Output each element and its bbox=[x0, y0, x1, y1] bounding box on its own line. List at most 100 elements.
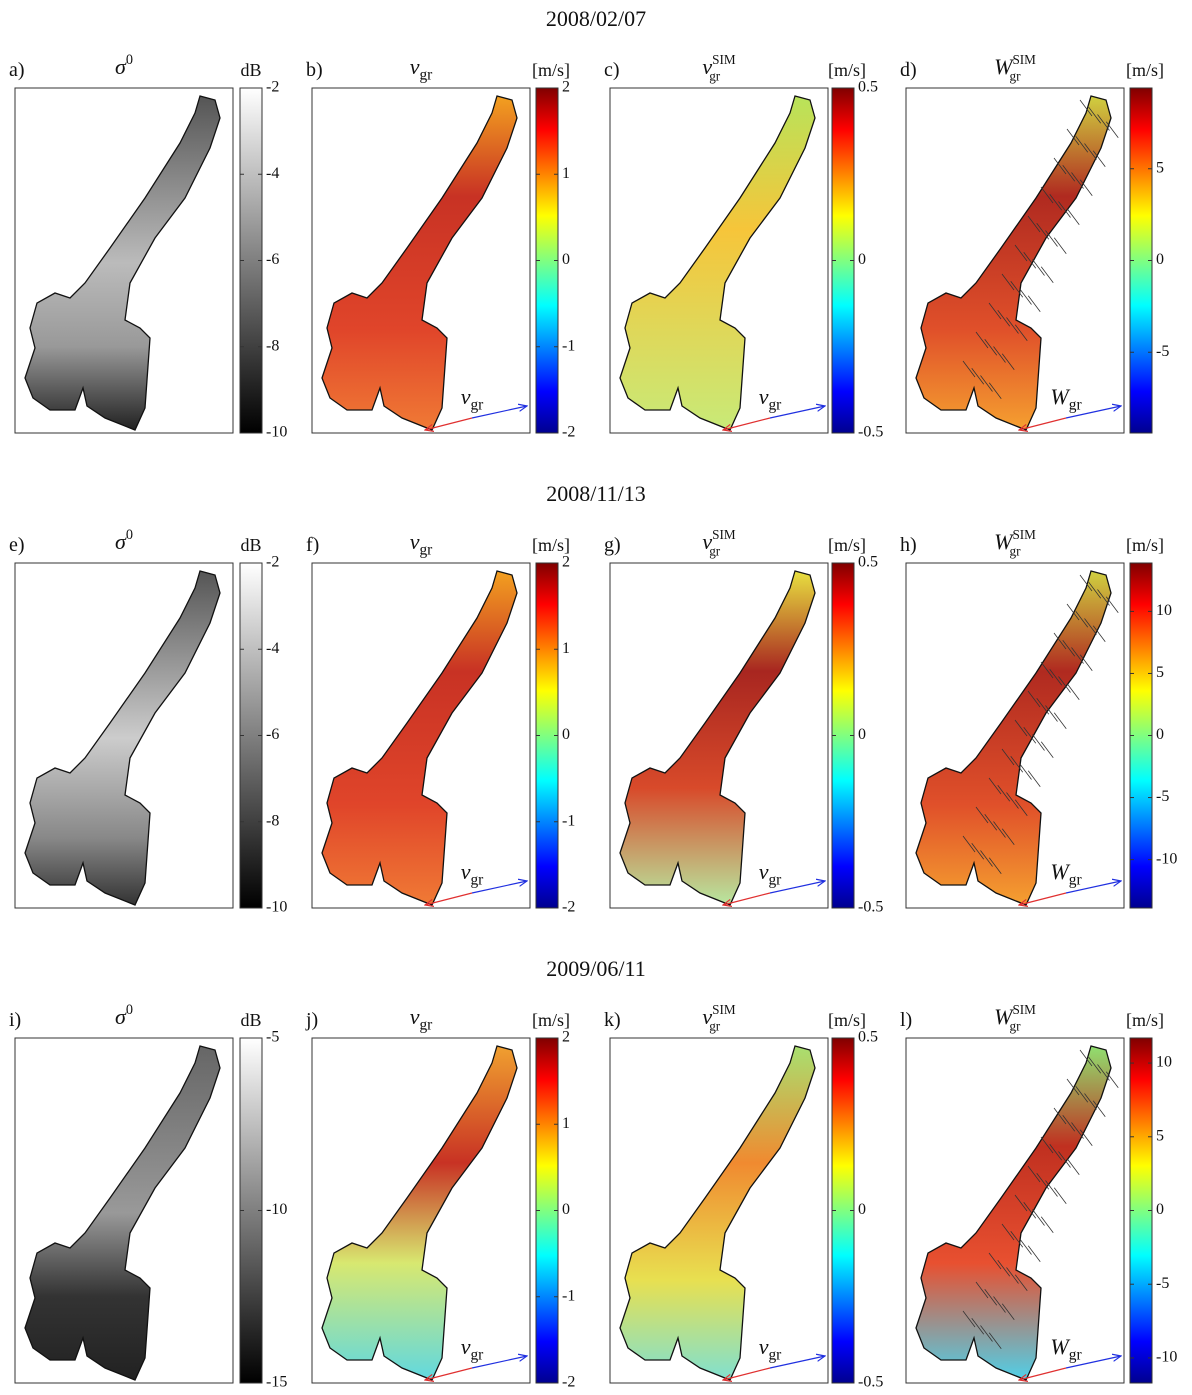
arrow-label: vgr bbox=[759, 384, 782, 414]
colorbar-tick-label: -10 bbox=[1156, 850, 1177, 867]
wind-vector bbox=[1062, 165, 1076, 182]
arrow-label: Wgr bbox=[1050, 1334, 1081, 1364]
wind-vector bbox=[1027, 215, 1041, 233]
wind-vector bbox=[1040, 741, 1054, 758]
colorbar-tick-label: 5 bbox=[1156, 1127, 1164, 1144]
panel-title: vgr bbox=[410, 529, 433, 559]
wind-vector bbox=[1071, 172, 1084, 189]
wind-vector bbox=[1019, 288, 1032, 305]
panel-letter: c) bbox=[604, 59, 620, 81]
colorbar-tick-label: -1 bbox=[562, 337, 575, 354]
wind-vector bbox=[1049, 1144, 1063, 1161]
formula-base: v bbox=[461, 384, 471, 409]
wind-vector bbox=[1006, 792, 1019, 809]
arrow-label: vgr bbox=[461, 859, 484, 889]
wind-vector bbox=[1032, 1209, 1045, 1226]
arrow-red bbox=[723, 417, 771, 430]
lake-map bbox=[24, 570, 221, 906]
formula-base: v bbox=[410, 1004, 420, 1029]
colorbar-tick-label: 0 bbox=[858, 726, 866, 743]
panel-letter: f) bbox=[306, 534, 319, 556]
formula-base: W bbox=[1050, 859, 1070, 884]
formula-sub: gr bbox=[768, 397, 781, 414]
arrow-red bbox=[1019, 417, 1067, 430]
formula-sub: gr bbox=[419, 542, 432, 559]
colorbar-unit: [m/s] bbox=[1126, 60, 1164, 80]
wind-vector bbox=[1088, 582, 1102, 599]
panel-letter: k) bbox=[604, 1009, 621, 1031]
wind-vector bbox=[1053, 712, 1067, 729]
wind-vector bbox=[1079, 1129, 1093, 1146]
colorbar-tick-label: 0 bbox=[1156, 1201, 1164, 1218]
panel-title: vgr bbox=[410, 54, 433, 84]
panel-letter: g) bbox=[604, 534, 621, 556]
arrow-blue bbox=[1065, 1356, 1121, 1369]
wind-vector bbox=[962, 1310, 976, 1328]
wind-vector bbox=[1027, 1165, 1041, 1183]
formula-sub: gr bbox=[470, 397, 483, 414]
arrow-blue bbox=[471, 406, 527, 419]
panel-letter: i) bbox=[9, 1009, 21, 1031]
formula-sub: gr bbox=[768, 872, 781, 889]
colorbar-tick-label: -5 bbox=[1156, 788, 1169, 805]
wind-vector bbox=[1058, 201, 1071, 218]
wind-vector bbox=[993, 1296, 1006, 1313]
wind-vector bbox=[1027, 690, 1041, 708]
wind-vector bbox=[971, 1318, 985, 1335]
colorbar-tick-label: -8 bbox=[266, 812, 279, 829]
colorbar-tick-label: 10 bbox=[1156, 602, 1172, 619]
wind-vector bbox=[1066, 1078, 1080, 1096]
colorbar-tick-label: -2 bbox=[562, 899, 575, 916]
wind-vector bbox=[1032, 259, 1045, 276]
wind-vector bbox=[1079, 99, 1093, 117]
panel-title: WSIM gr bbox=[994, 527, 1036, 559]
panel-title: σ0 bbox=[115, 52, 133, 79]
lake-map bbox=[321, 570, 518, 906]
arrow-blue bbox=[769, 1356, 825, 1369]
arrow-red bbox=[425, 417, 473, 430]
colorbar-unit: [m/s] bbox=[532, 60, 570, 80]
panel-title: σ0 bbox=[115, 1002, 133, 1029]
wind-vector bbox=[1032, 734, 1045, 751]
colorbar-tick-label: 2 bbox=[562, 554, 570, 571]
colorbar-unit: [m/s] bbox=[828, 60, 866, 80]
wind-vector bbox=[962, 835, 976, 853]
colorbar-tick-label: -6 bbox=[266, 726, 279, 743]
colorbar-tick-label: 1 bbox=[562, 165, 570, 182]
formula-base: v bbox=[410, 54, 420, 79]
wind-vector bbox=[1075, 136, 1089, 153]
wind-vector bbox=[1040, 186, 1054, 204]
formula-base: v bbox=[759, 1334, 769, 1359]
wind-vector bbox=[1105, 1071, 1119, 1088]
wind-vector bbox=[1019, 763, 1032, 780]
colorbar-unit: dB bbox=[240, 535, 261, 555]
wind-vector bbox=[1027, 295, 1041, 312]
colorbar-tick-label: 5 bbox=[1156, 664, 1164, 681]
panel-letter: l) bbox=[900, 1009, 912, 1031]
wind-vector bbox=[1097, 114, 1110, 131]
lake-map bbox=[915, 95, 1112, 431]
formula-base: v bbox=[410, 529, 420, 554]
wind-vector bbox=[1036, 698, 1050, 715]
formula-base: v bbox=[702, 54, 712, 79]
colorbar-tick-label: -15 bbox=[266, 1374, 287, 1390]
wind-vector bbox=[984, 814, 998, 831]
arrow-label: Wgr bbox=[1050, 859, 1081, 889]
panel-title: vSIM gr bbox=[702, 527, 735, 559]
wind-vector bbox=[988, 1252, 1002, 1270]
formula-sup: SIM bbox=[712, 527, 736, 542]
wind-vector bbox=[1066, 128, 1080, 146]
wind-vector bbox=[1053, 1187, 1067, 1204]
formula-base: W bbox=[994, 1004, 1014, 1029]
formula-sub: gr bbox=[470, 1347, 483, 1364]
wind-vector bbox=[1045, 705, 1058, 722]
wind-vector bbox=[1092, 150, 1106, 167]
arrow-red bbox=[1019, 1367, 1067, 1380]
wind-vector bbox=[997, 310, 1011, 327]
wind-vector bbox=[1001, 1223, 1015, 1241]
wind-vector bbox=[1084, 143, 1097, 160]
colorbar-tick-label: -10 bbox=[266, 899, 287, 916]
wind-vector bbox=[980, 850, 993, 867]
wind-vector bbox=[984, 339, 998, 356]
wind-vector bbox=[1079, 574, 1093, 592]
